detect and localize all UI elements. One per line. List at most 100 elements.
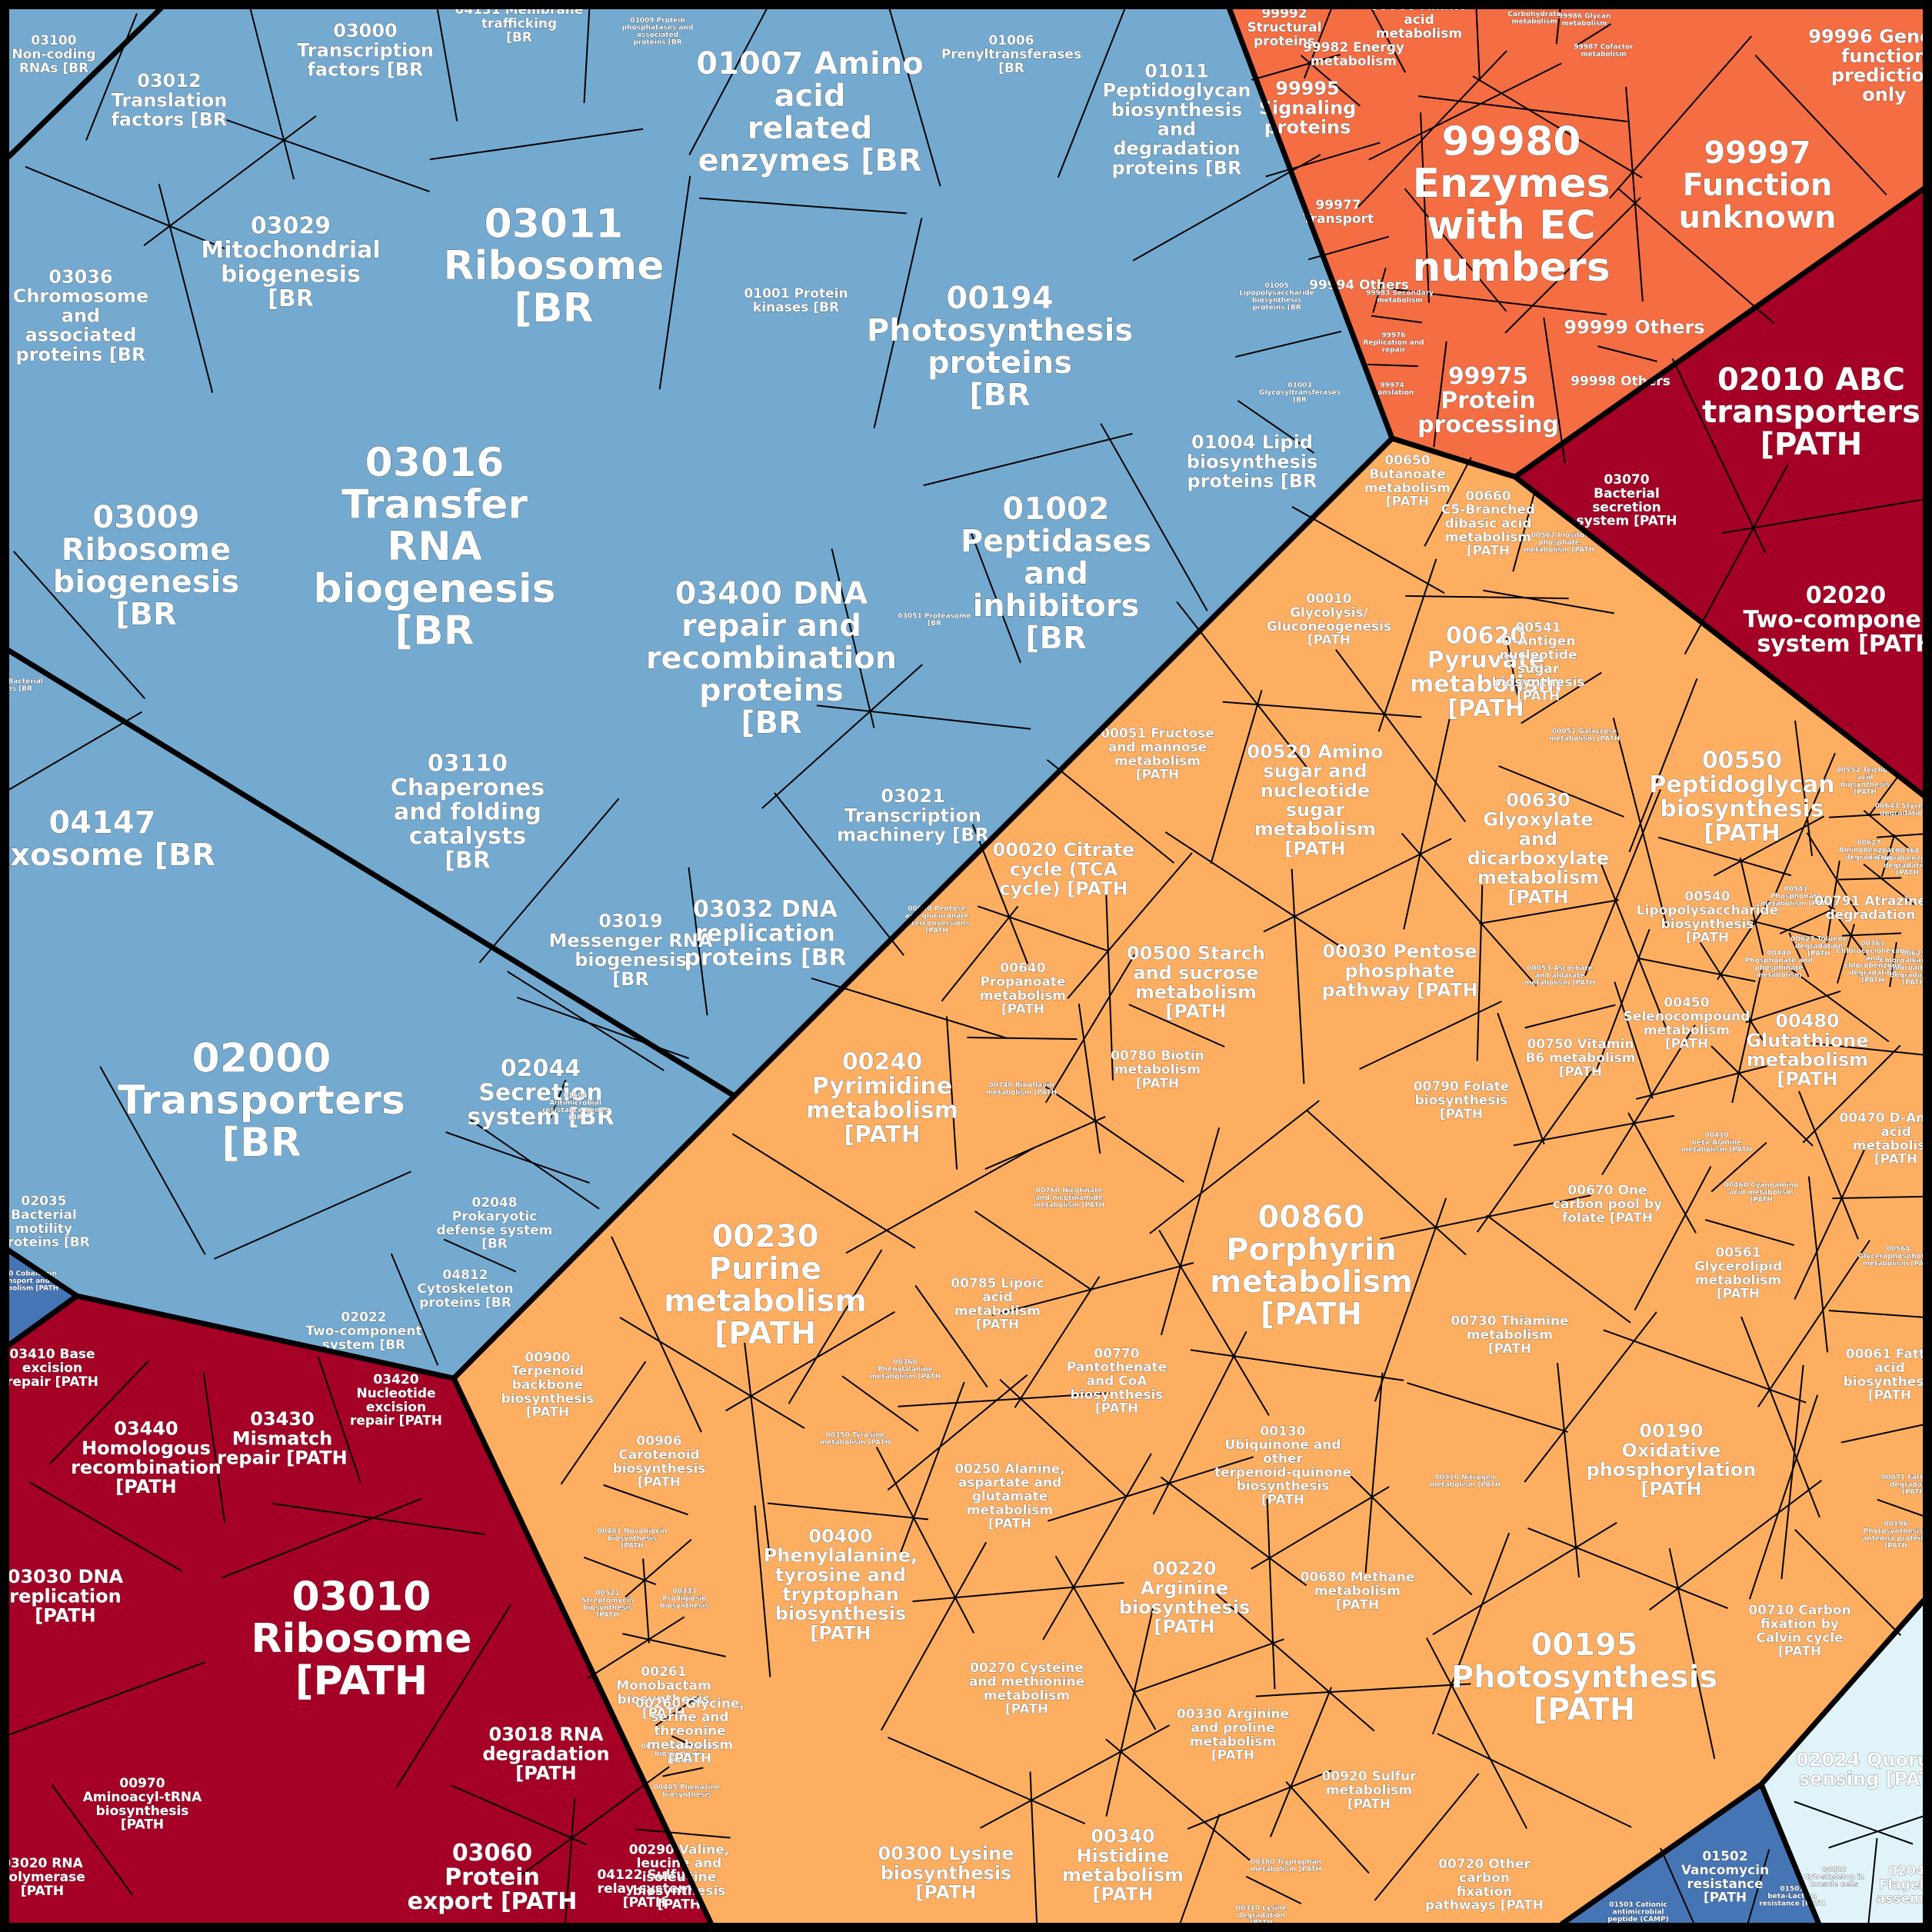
cell-border <box>1826 860 1840 944</box>
cell-border <box>1597 345 1657 362</box>
cell-label: 00640 Propanoate metabolism [PATH <box>980 961 1066 1018</box>
cell-border <box>1498 765 1624 818</box>
cell-border <box>1371 315 1423 324</box>
cell-border <box>1437 1733 1632 1828</box>
cell-border <box>2 1661 205 1738</box>
cell-border <box>1235 331 1341 358</box>
cell-label: 00552 Teichoic acid biosynthesis [PATH <box>1837 767 1894 796</box>
cell-label: 03020 RNA polymerase [PATH <box>0 1856 85 1899</box>
cell-border <box>1794 720 1813 857</box>
cell-label: 00350 Tyrosine metabolism [PATH <box>820 1431 891 1446</box>
cell-label: 00130 Ubiquinone and other terpenoid-quinon… <box>1214 1424 1351 1507</box>
cell-label: 00860 Porphyrin metabolism [PATH <box>1210 1200 1413 1332</box>
cell-border <box>390 1253 439 1366</box>
cell-label: 02035 Bacterial motility proteins [BR <box>0 1194 90 1251</box>
cell-border <box>655 1696 699 1727</box>
cell-label: 00770 Pantothenate and CoA biosynthesis [PAT… <box>1067 1346 1167 1416</box>
cell-border <box>1042 1084 1184 1183</box>
cell-border <box>1306 1109 1467 1256</box>
cell-label: 00450 Selenocompound metabolism [PATH <box>1624 995 1750 1052</box>
cell-border <box>984 1115 1106 1171</box>
cell-border <box>271 1502 486 1536</box>
cell-border <box>1366 0 1407 73</box>
cell-border <box>1617 187 1775 325</box>
cell-label: 00680 Methane metabolism [PATH <box>1301 1570 1415 1613</box>
cell-border <box>1044 954 1136 1104</box>
cell-label: 00332 Carbapenem biosynthesis [PATH <box>641 1744 718 1766</box>
cell-border <box>1636 1065 1767 1100</box>
cell-border <box>1513 1114 1675 1147</box>
cell-label: 04147 Exosome [BR <box>0 805 215 873</box>
cell-border <box>1863 809 1910 850</box>
cell-border <box>221 1497 423 1579</box>
cell-label: 00020 Citrate cycle (TCA cycle) [PATH <box>993 839 1135 899</box>
cell-border <box>1889 941 1897 988</box>
cell-border <box>1603 1329 1807 1404</box>
cell-border <box>1788 932 1810 978</box>
cell-border <box>991 1261 1194 1317</box>
cell-border <box>1424 457 1472 547</box>
cell-label: 03110 Chaperones and folding catalysts [BR <box>391 751 545 874</box>
cell-border <box>1176 1814 1221 1932</box>
cell-label: 00333 Prodigiosin biosynthesis <box>660 1588 709 1611</box>
cell-border <box>1472 75 1643 178</box>
cell-border <box>1048 1456 1254 1522</box>
cell-border <box>1374 1198 1447 1402</box>
cell-border <box>1251 1486 1390 1570</box>
cell-border <box>1807 1176 1829 1353</box>
cell-border <box>1357 50 1507 208</box>
cell-border <box>1420 112 1430 303</box>
cell-label: 00190 Oxidative phosphorylation [PATH <box>1587 1421 1757 1501</box>
cell-label: 02022 Two-component system [BR <box>305 1310 421 1353</box>
cell-border <box>1880 834 1896 878</box>
cell-border <box>1806 832 1859 914</box>
cell-border <box>1372 268 1387 313</box>
cell-border <box>1837 924 1855 984</box>
cell-label: 04122 Sulfur relay system [PATH <box>597 1867 692 1910</box>
cell-border <box>1867 1837 1878 1924</box>
cell-border <box>1555 0 1562 45</box>
cell-border <box>1300 55 1361 107</box>
cell-label: 01002 Peptidases and inhibitors [BR <box>961 491 1151 656</box>
cell-label: 00401 Novobiocin biosynthesis [PATH <box>598 1528 668 1551</box>
cell-label: 00630 Glyoxylate and dicarboxylate metabolis… <box>1467 789 1610 908</box>
cell-border <box>1576 23 1612 46</box>
cell-border <box>1433 341 1447 448</box>
cell-border <box>1350 1475 1473 1596</box>
cell-label: 00627 Aminobenzoate degradation <box>1839 840 1900 862</box>
cell-border <box>1638 958 1756 982</box>
cell-border <box>1794 1800 1914 1845</box>
cell-border <box>1747 1849 1770 1924</box>
cell-label: 03400 DNA repair and recombination proteins… <box>646 576 897 741</box>
cell-border <box>1359 1001 1502 1070</box>
cell-label: 99976 Replication and repair <box>1363 332 1424 355</box>
cell-border <box>774 792 904 956</box>
cell-border <box>611 1236 702 1433</box>
cell-label: 99996 Generalfunctionpredictiononly <box>1808 26 1932 106</box>
cell-border <box>945 1016 958 1170</box>
cell-border <box>1704 1219 1795 1246</box>
cell-border <box>1269 1687 1333 1837</box>
cell-label: 00550 Peptidoglycan biosynthesis [PATH <box>1649 747 1834 847</box>
region-brite <box>8 8 1392 1378</box>
cell-border <box>158 184 214 393</box>
region-enzymes <box>1229 8 1924 477</box>
cell-border <box>48 1360 150 1465</box>
cell-border <box>1237 400 1315 454</box>
cell-label: 00910 Nitrogen metabolism [PATH <box>1430 1474 1501 1488</box>
cell-label: 00030 Pentose phosphate pathway [PATH <box>1321 941 1477 1001</box>
group-regions <box>8 8 1924 1924</box>
cell-label: 99977 Transport <box>1303 198 1374 227</box>
cell-border <box>1802 1044 1901 1144</box>
cell-label: 00460 Cyanoamino acid metabolism [PATH <box>1724 1182 1799 1204</box>
cell-border <box>845 1147 1034 1254</box>
cell-border <box>1368 62 1562 161</box>
cell-label: 00540 Lipopolysaccharide biosynthesis [PATH <box>1637 889 1779 946</box>
cell-border <box>1380 1194 1591 1240</box>
cell-border <box>1584 789 1661 976</box>
cell-label: 00480 Glutathione metabolism [PATH <box>1746 1011 1868 1091</box>
